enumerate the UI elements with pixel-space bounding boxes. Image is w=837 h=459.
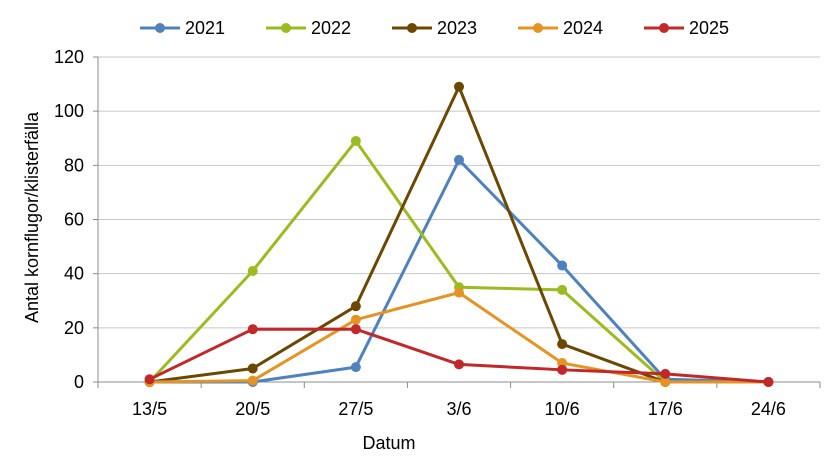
legend-item-2021: 2021	[140, 18, 225, 38]
x-tick-label: 20/5	[235, 399, 270, 419]
legend-label: 2023	[437, 18, 477, 38]
series-line-2021	[149, 158, 769, 384]
data-point-2025	[763, 377, 774, 387]
x-tick-label: 10/6	[545, 399, 580, 419]
legend-swatch-marker	[407, 23, 417, 33]
data-point-2025	[247, 324, 258, 335]
legend-swatch-marker	[155, 23, 165, 33]
legend-label: 2021	[185, 18, 225, 38]
data-point-2021	[454, 154, 464, 165]
data-point-2023	[247, 363, 258, 374]
legend-label: 2024	[563, 18, 603, 38]
legend-swatch-marker	[533, 23, 543, 33]
x-axis-title: Datum	[362, 433, 415, 453]
legend-label: 2022	[311, 18, 351, 38]
legend-item-2025: 2025	[644, 18, 729, 38]
data-point-2022	[350, 135, 361, 146]
y-tick-label: 120	[54, 47, 84, 67]
data-point-2025	[454, 359, 464, 370]
data-point-2024	[247, 375, 258, 386]
x-tick-label: 27/5	[338, 399, 373, 419]
y-axis-title: Antal kornflugor/klisterfälla	[22, 111, 42, 323]
legend-item-2022: 2022	[266, 18, 351, 38]
data-point-2025	[557, 364, 568, 375]
data-point-2025	[660, 368, 671, 379]
series-2021	[144, 154, 774, 387]
data-point-2022	[557, 284, 568, 295]
x-tick-label: 3/6	[446, 399, 471, 419]
series-line-2025	[148, 327, 769, 384]
legend-item-2024: 2024	[518, 18, 603, 38]
legend-item-2023: 2023	[392, 18, 477, 38]
data-point-2024	[660, 377, 671, 387]
x-tick-label: 24/6	[751, 399, 786, 419]
y-tick-label: 80	[64, 155, 84, 175]
data-point-2023	[557, 339, 568, 350]
series-line-2022	[148, 139, 769, 384]
legend-label: 2025	[689, 18, 729, 38]
y-tick-label: 40	[64, 264, 84, 284]
series-2023	[144, 81, 774, 387]
x-tick-label: 13/5	[132, 399, 167, 419]
series-2025	[144, 324, 774, 387]
data-point-2024	[350, 314, 361, 325]
x-tick-label: 17/6	[648, 399, 683, 419]
y-tick-label: 20	[64, 318, 84, 338]
series-line-2023	[149, 85, 769, 384]
y-tick-label: 0	[74, 372, 84, 392]
legend-swatch-marker	[659, 23, 669, 33]
y-tick-label: 60	[64, 210, 84, 230]
legend-swatch-marker	[281, 23, 291, 33]
series-group	[144, 81, 774, 387]
data-point-2021	[557, 260, 568, 271]
data-point-2023	[454, 81, 464, 92]
series-2022	[144, 135, 774, 387]
data-point-2023	[350, 301, 361, 312]
data-point-2022	[247, 265, 258, 276]
legend: 2021 2022 2023 2024 2025	[140, 18, 729, 38]
data-point-2025	[144, 374, 155, 385]
data-point-2021	[350, 362, 361, 373]
data-point-2024	[454, 287, 464, 298]
y-tick-label: 100	[54, 101, 84, 121]
data-point-2025	[350, 324, 361, 335]
grid-lines	[98, 56, 820, 329]
